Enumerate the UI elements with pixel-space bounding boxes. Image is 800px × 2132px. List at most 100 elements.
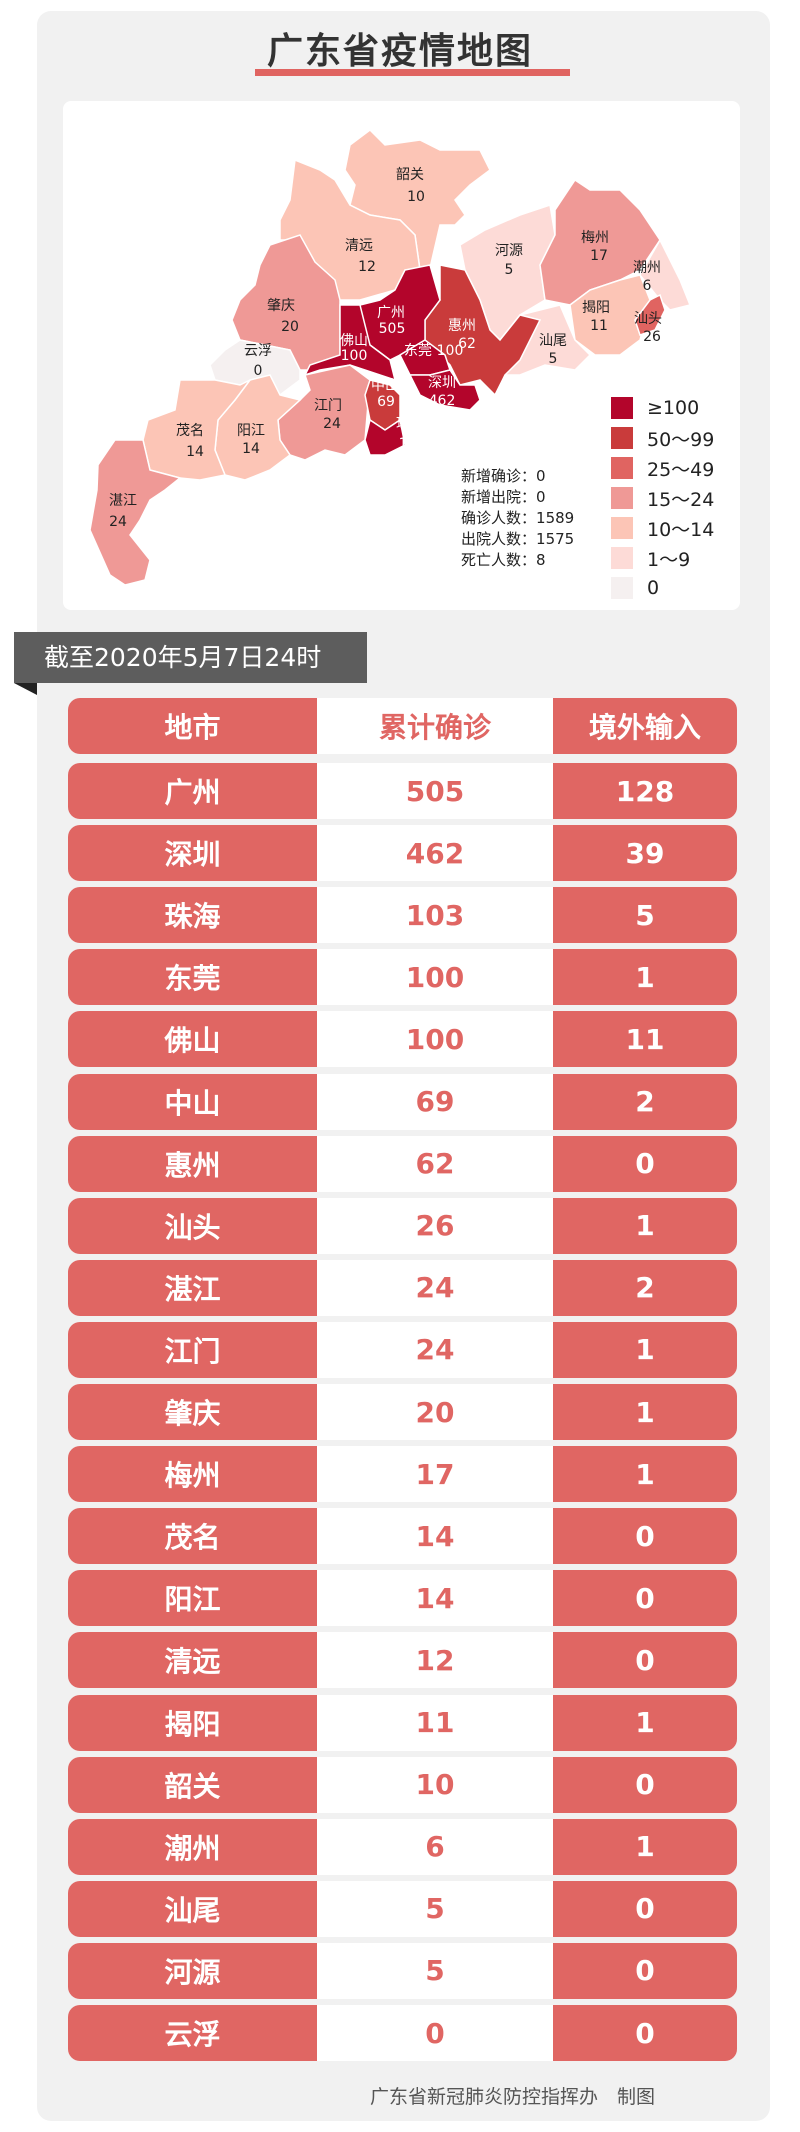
stat-colon: ： <box>521 467 537 485</box>
stat-row: 死亡人数：8 <box>461 550 574 571</box>
region-name-label: 揭阳 <box>582 300 610 316</box>
region-name-label: 东莞 <box>404 343 432 359</box>
legend-item: 0 <box>611 573 714 603</box>
table-row: 江门 24 1 <box>68 1321 737 1378</box>
stat-colon: ： <box>521 488 537 506</box>
stat-value: 0 <box>536 488 546 506</box>
stat-row: 新增确诊：0 <box>461 466 574 487</box>
confirmed-cell: 69 <box>317 1073 553 1130</box>
title-underline <box>255 69 570 76</box>
stat-row: 新增出院：0 <box>461 487 574 508</box>
imported-cell: 1 <box>553 1321 737 1378</box>
confirmed-cell: 17 <box>317 1446 553 1503</box>
table-row: 佛山 100 11 <box>68 1011 737 1068</box>
stat-colon: ： <box>521 509 537 527</box>
stat-value: 0 <box>536 467 546 485</box>
region-name-label: 茂名 <box>176 422 204 439</box>
region-value-label: 24 <box>109 514 127 530</box>
confirmed-cell: 20 <box>317 1384 553 1440</box>
city-cell: 东莞 <box>68 949 317 1006</box>
imported-cell: 0 <box>553 1632 737 1689</box>
table-row: 广州 505 128 <box>68 763 737 819</box>
region-value-label: 10 <box>407 189 425 205</box>
region-value-label: 12 <box>358 259 376 275</box>
region-name-label: 广州 <box>377 305 405 321</box>
region-value-label: 462 <box>429 393 456 409</box>
legend-label: 10～14 <box>647 518 715 541</box>
legend-label: 25～49 <box>647 458 715 481</box>
city-cell: 云浮 <box>68 2005 317 2061</box>
city-cell: 汕头 <box>68 1197 317 1254</box>
legend-swatch <box>611 397 633 419</box>
city-cell: 湛江 <box>68 1259 317 1316</box>
legend-label: ≥100 <box>647 397 700 419</box>
region-name-label: 河源 <box>495 243 523 259</box>
confirmed-cell: 5 <box>317 1880 553 1937</box>
city-cell: 河源 <box>68 1942 317 1999</box>
imported-cell: 2 <box>553 1073 737 1130</box>
region-name-label: 清远 <box>345 238 373 254</box>
table-row: 中山 69 2 <box>68 1073 737 1130</box>
legend-item: ≥100 <box>611 393 714 423</box>
legend-label: 50～99 <box>647 428 715 451</box>
imported-cell: 1 <box>553 1197 737 1254</box>
legend-swatch <box>611 487 633 509</box>
stat-row: 确诊人数：1589 <box>461 508 574 529</box>
confirmed-cell: 100 <box>317 949 553 1006</box>
table-row: 肇庆 20 1 <box>68 1384 737 1440</box>
stat-label: 新增出院 <box>461 488 522 506</box>
imported-cell: 2 <box>553 1259 737 1316</box>
table-row: 梅州 17 1 <box>68 1446 737 1503</box>
city-cell: 中山 <box>68 1073 317 1130</box>
table-row: 清远 12 0 <box>68 1632 737 1689</box>
region-value-label: 5 <box>549 351 558 367</box>
region-value-label: 100 <box>437 343 464 359</box>
imported-cell: 0 <box>553 2005 737 2061</box>
region-value-label: 11 <box>590 318 608 334</box>
region-value-label: 0 <box>254 363 263 379</box>
region-name-label: 汕头 <box>634 311 662 327</box>
date-banner: 截至2020年5月7日24时 <box>14 632 367 683</box>
region-value-label: 14 <box>242 441 260 457</box>
region-17 <box>364 418 406 456</box>
stat-value: 1589 <box>536 509 575 527</box>
legend-swatch <box>611 427 633 449</box>
region-name-label: 中山 <box>371 378 399 394</box>
imported-cell: 128 <box>553 763 737 819</box>
confirmed-cell: 累计确诊 <box>317 698 553 754</box>
legend-item: 10～14 <box>611 513 714 543</box>
confirmed-cell: 462 <box>317 825 553 882</box>
city-cell: 肇庆 <box>68 1384 317 1440</box>
table-row: 河源 5 0 <box>68 1942 737 1999</box>
table-row: 珠海 103 5 <box>68 887 737 944</box>
confirmed-cell: 11 <box>317 1694 553 1751</box>
region-20 <box>89 439 182 586</box>
legend-item: 25～49 <box>611 453 714 483</box>
imported-cell: 境外输入 <box>553 698 737 754</box>
stat-value: 1575 <box>536 530 575 548</box>
imported-cell: 1 <box>553 1818 737 1875</box>
legend-label: 1～9 <box>647 548 691 571</box>
imported-cell: 0 <box>553 1135 737 1192</box>
city-cell: 潮州 <box>68 1818 317 1875</box>
table-row: 揭阳 11 1 <box>68 1694 737 1751</box>
city-cell: 江门 <box>68 1321 317 1378</box>
table-row: 韶关 10 0 <box>68 1756 737 1813</box>
confirmed-cell: 0 <box>317 2005 553 2061</box>
city-cell: 广州 <box>68 763 317 819</box>
guangdong-map: 韶关 10 清远 12 肇庆 20 云浮 0 河源 5 梅州 17 潮州 6 揭阳 11 汕头 26 汕尾 5 惠州 62… <box>89 129 692 586</box>
region-name-label: 江门 <box>314 398 342 414</box>
region-value-label: 100 <box>341 348 368 364</box>
confirmed-cell: 62 <box>317 1135 553 1192</box>
stat-colon: ： <box>521 530 537 548</box>
footer-credit: 广东省新冠肺炎防控指挥办 制图 <box>370 2086 656 2108</box>
stats-summary: 新增确诊：0 新增出院：0 确诊人数：1589 出院人数：1575 死亡人数：8 <box>461 466 574 571</box>
region-name-label: 珠海 <box>396 416 424 432</box>
region-value-label: 24 <box>323 416 341 432</box>
region-18 <box>142 379 251 481</box>
table-row: 惠州 62 0 <box>68 1135 737 1192</box>
imported-cell: 11 <box>553 1011 737 1068</box>
table-row: 湛江 24 2 <box>68 1259 737 1316</box>
legend-swatch <box>611 577 633 599</box>
stat-label: 确诊人数 <box>461 509 522 527</box>
